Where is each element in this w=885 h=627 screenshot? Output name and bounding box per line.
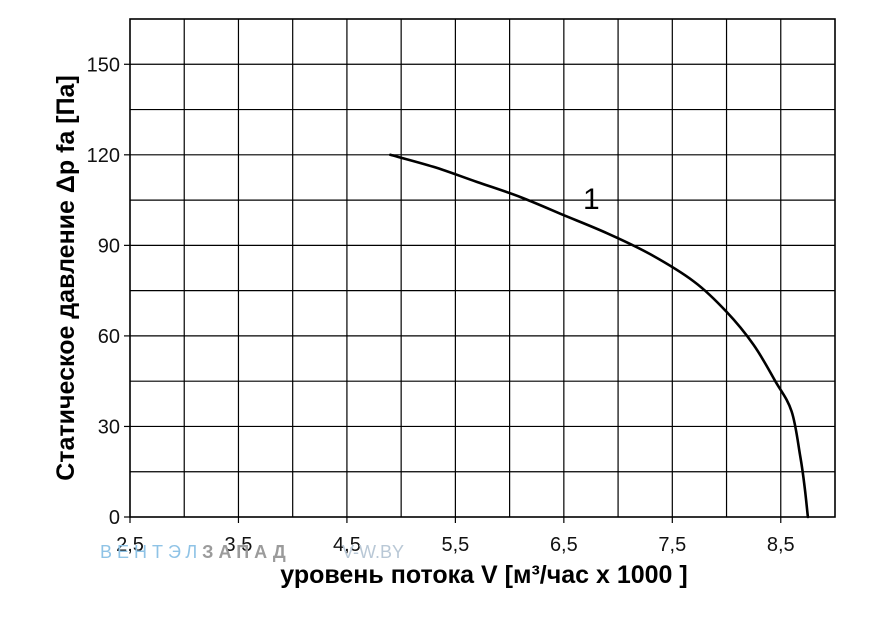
series-line-1 — [389, 153, 810, 519]
y-tick-label: 60 — [98, 326, 120, 348]
svg-text:ВЕНТЭЛЗАПАД: ВЕНТЭЛЗАПАД — [100, 542, 291, 562]
y-tick-label: 30 — [98, 416, 120, 438]
x-tick-label: 6,5 — [550, 534, 578, 556]
x-tick-label: 4,5 — [333, 534, 361, 556]
y-tick-label: 120 — [87, 145, 120, 167]
x-tick-label: 8,5 — [767, 534, 795, 556]
x-axis-title: уровень потока V [м³/час x 1000 ] — [280, 561, 687, 589]
curve-label-1: 1 — [583, 183, 600, 216]
watermark-part1: ВЕНТЭЛ — [100, 542, 202, 562]
y-tick-label: 0 — [109, 507, 120, 529]
y-tick-label: 90 — [98, 235, 120, 257]
watermark-part2: ЗАПАД — [202, 542, 290, 562]
y-tick-label: 150 — [87, 54, 120, 76]
plot-frame — [129, 18, 836, 518]
watermark-url: V-W.BY — [342, 542, 404, 562]
x-tick-label: 5,5 — [441, 534, 469, 556]
x-tick-label: 2,5 — [116, 534, 144, 556]
x-tick-label: 3,5 — [225, 534, 253, 556]
x-tick-labels: 2,5 3,5 4,5 5,5 6,5 7,5 8,5 — [116, 517, 795, 556]
grid — [130, 19, 835, 517]
y-tick-labels: 0 30 60 90 120 150 — [87, 54, 130, 529]
watermark: ВЕНТЭЛЗАПАД V-W.BY — [100, 542, 404, 562]
y-axis-title: Статическое давление Δp fa [Па] — [52, 75, 80, 481]
x-tick-label: 7,5 — [658, 534, 686, 556]
